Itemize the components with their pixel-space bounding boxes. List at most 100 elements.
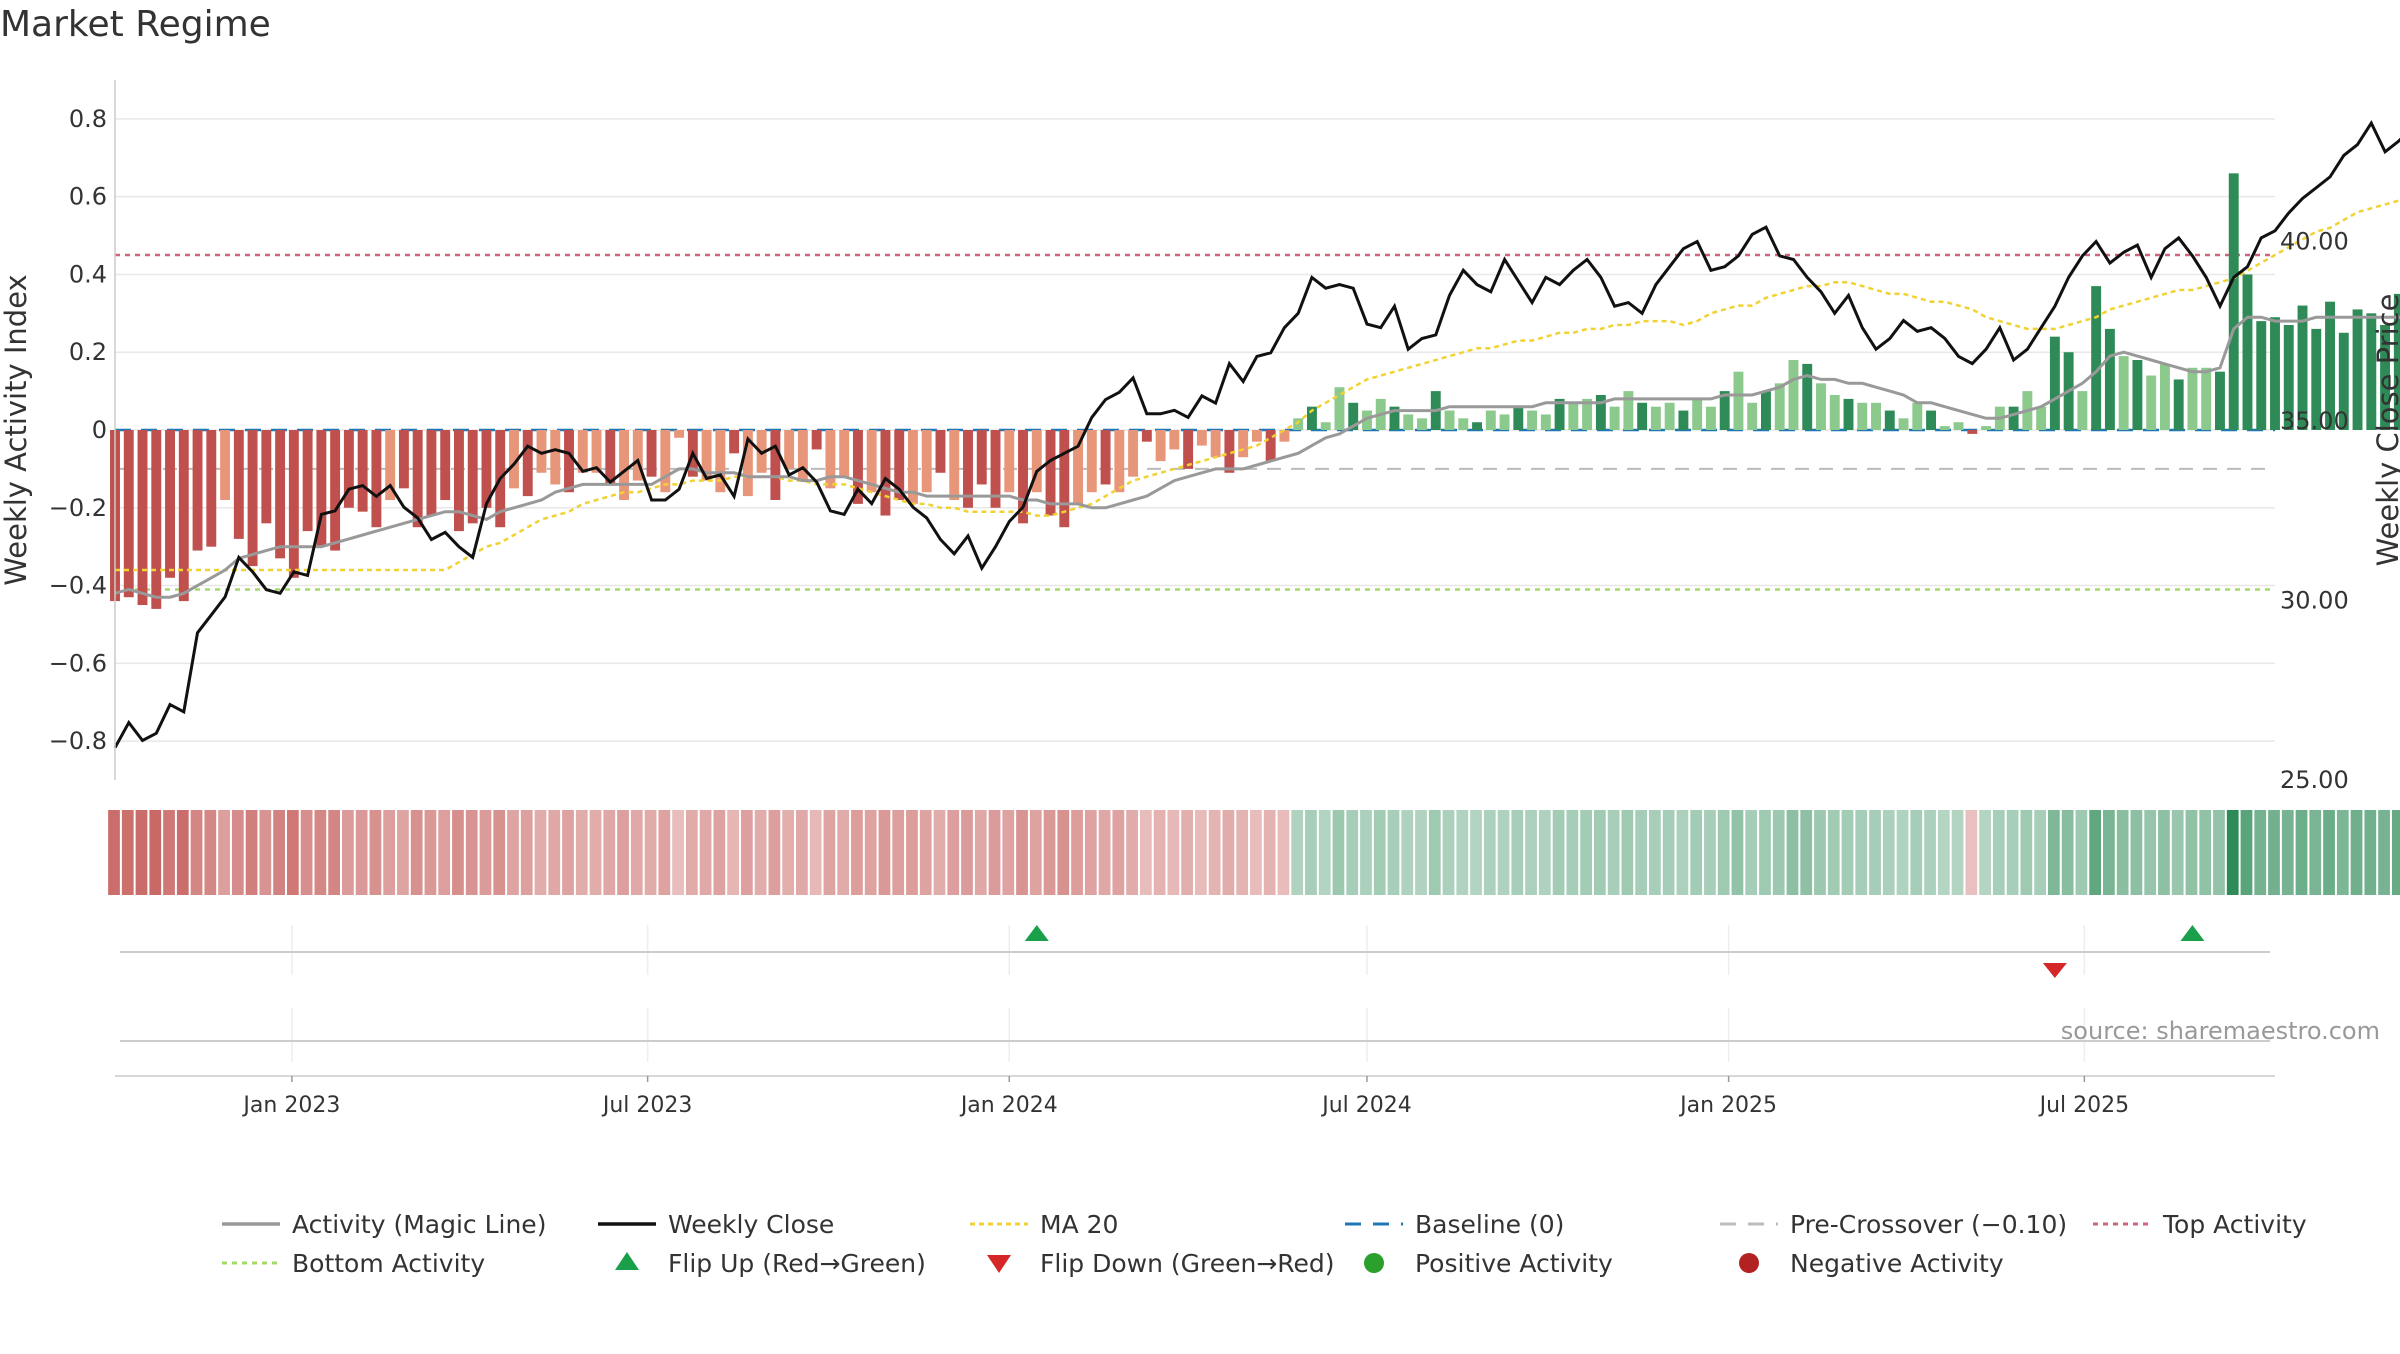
activity-bar (1293, 418, 1304, 430)
activity-bar (302, 430, 313, 532)
activity-bar (343, 430, 354, 508)
regime-cell (2116, 810, 2129, 895)
x-axis: Jan 2023 Jul 2023 Jan 2024 Jul 2024 Jan 2025… (115, 1075, 2275, 1118)
activity-bar (2283, 325, 2294, 430)
regime-cell (163, 810, 175, 895)
regime-cell (906, 810, 918, 895)
regime-cell (1607, 810, 1620, 895)
y-tick-label: 0 (92, 416, 107, 444)
legend-swatch-negative-activity (1739, 1253, 1759, 1273)
activity-bar (2036, 406, 2047, 430)
activity-bar (220, 430, 231, 500)
page-title: Market Regime (0, 4, 271, 45)
y-tick-label: −0.6 (49, 649, 107, 677)
activity-bar (1210, 430, 1221, 458)
y2-tick-label: 25.00 (2280, 766, 2349, 794)
regime-cell (1910, 810, 1923, 895)
regime-cell (176, 810, 189, 895)
activity-bar (605, 430, 616, 485)
activity-bar (1320, 422, 1331, 430)
regime-cell (190, 810, 203, 895)
activity-bar (2270, 317, 2280, 430)
activity-bar (2091, 286, 2102, 430)
regime-cell (2268, 810, 2280, 895)
regime-cell (988, 810, 1001, 895)
regime-cell (314, 810, 327, 895)
activity-bar (1128, 430, 1139, 477)
activity-bar (1114, 430, 1125, 493)
x-tick-label: Jul 2025 (2038, 1093, 2130, 1118)
regime-cell (286, 810, 299, 895)
x-tick-label: Jan 2025 (1678, 1093, 1777, 1118)
activity-bar (330, 430, 341, 551)
activity-bar (1843, 398, 1854, 430)
regime-cell (1415, 810, 1427, 895)
regime-cell (2185, 810, 2198, 895)
activity-bar (1238, 430, 1249, 458)
activity-bar (536, 430, 547, 473)
activity-bar (1527, 410, 1538, 430)
activity-bar (261, 430, 272, 524)
activity-bar (1967, 430, 1978, 434)
regime-cell (1043, 810, 1056, 895)
regime-cell (809, 810, 822, 895)
activity-bar (371, 430, 382, 528)
regime-cell (1676, 810, 1689, 895)
activity-bar (1884, 410, 1895, 430)
regime-cell (397, 810, 409, 895)
activity-bar (1705, 406, 1716, 430)
regime-cell (1208, 810, 1221, 895)
regime-cell (864, 810, 877, 895)
regime-cell (2281, 810, 2294, 895)
activity-bar (1073, 430, 1084, 504)
legend-label: Bottom Activity (292, 1249, 485, 1278)
activity-bar (1953, 422, 1964, 430)
flip-down-marker (2042, 963, 2067, 978)
regime-cell (2336, 810, 2349, 895)
regime-cell (2378, 810, 2390, 895)
regime-cell (1222, 810, 1235, 895)
regime-cell (2350, 810, 2363, 895)
activity-bar (880, 430, 891, 516)
activity-bar (2297, 305, 2308, 430)
activity-bar (2132, 360, 2143, 430)
activity-bar (2104, 328, 2115, 430)
regime-cell (149, 810, 162, 895)
regime-cell (919, 810, 932, 895)
activity-bar (866, 430, 877, 493)
activity-bar (2215, 371, 2225, 430)
x-tick-label: Jul 2023 (601, 1093, 693, 1118)
activity-bar (385, 430, 396, 500)
activity-bar (1004, 430, 1015, 493)
regime-cell (1167, 810, 1180, 895)
regime-cell (1731, 810, 1744, 895)
regime-cell (672, 810, 684, 895)
activity-bar (2173, 379, 2184, 430)
activity-bar (674, 430, 685, 438)
magic-line (114, 315, 2400, 599)
source-note: source: sharemaestro.com (2061, 1017, 2380, 1045)
activity-bar (2366, 313, 2377, 430)
activity-bar (2338, 332, 2349, 430)
legend-label: Pre-Crossover (−0.10) (1790, 1210, 2067, 1239)
y2-tick-label: 35.00 (2280, 407, 2349, 435)
regime-cell (1800, 810, 1813, 895)
y-tick-label: 0.4 (69, 260, 107, 288)
activity-bar (1582, 398, 1593, 430)
regime-cell (1016, 810, 1028, 895)
regime-cell (1814, 810, 1826, 895)
activity-bar (123, 430, 134, 598)
regime-cell (2240, 810, 2253, 895)
regime-cell (1497, 810, 1510, 895)
activity-bar (935, 430, 946, 473)
regime-cell (1112, 810, 1125, 895)
activity-bar (1224, 430, 1235, 473)
regime-cell (520, 810, 533, 895)
regime-cell (2089, 810, 2102, 895)
regime-cell (1071, 810, 1083, 895)
regime-cell (2034, 810, 2046, 895)
reference-lines (115, 253, 2275, 591)
activity-bar (797, 430, 808, 481)
activity-bar (1939, 426, 1950, 430)
regime-cell (2295, 810, 2308, 895)
